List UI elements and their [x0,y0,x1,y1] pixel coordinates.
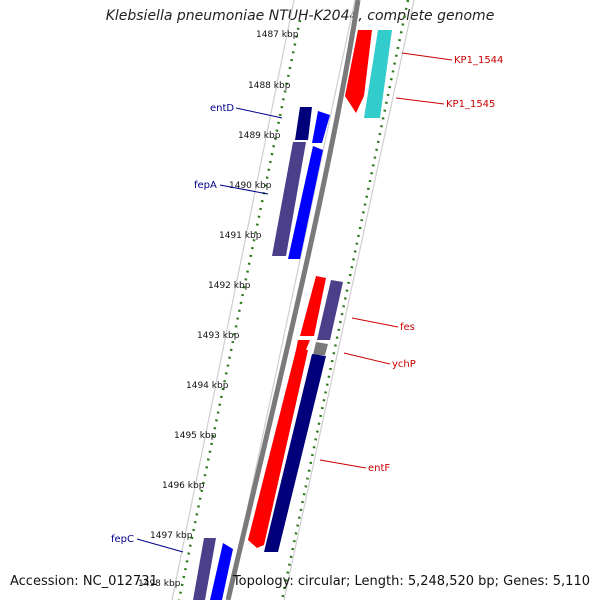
gene-label-entD[interactable]: entD [210,103,234,114]
tick-label: 1491 kbp [219,231,262,241]
leader-line [319,459,367,469]
leader-line [395,97,445,105]
leader-line [235,107,283,119]
tick-label: 1490 kbp [229,181,272,191]
gene-entF-cds[interactable] [248,350,308,548]
tick-label: 1488 kbp [248,81,291,91]
gene-label-KP1_1544[interactable]: KP1_1544 [454,55,503,66]
gene-fes-cds[interactable] [300,276,326,336]
genome-backbone [225,0,361,600]
leader-line [343,352,391,365]
gene-ychP[interactable] [313,342,328,355]
tick-label: 1494 kbp [186,381,229,391]
gene-fepA[interactable] [272,142,306,256]
band-outer-line [283,0,415,600]
gene-ychP-cds[interactable] [296,340,310,350]
gene-label-ychP[interactable]: ychP [392,359,416,370]
gene-KP1_1544[interactable] [345,30,372,113]
gene-fepA-cds[interactable] [288,146,323,259]
gc-skew-track [280,0,410,600]
leader-line [401,52,453,61]
gene-label-KP1_1545[interactable]: KP1_1545 [446,99,495,110]
tick-label: 1497 kbp [150,531,193,541]
gene-label-fepC[interactable]: fepC [111,534,134,545]
tick-label: 1489 kbp [238,131,281,141]
gene-label-fes[interactable]: fes [400,322,415,333]
gene-KP1_1545[interactable] [364,30,392,118]
gene-label-fepA[interactable]: fepA [194,180,217,191]
gene-fes[interactable] [317,280,343,340]
gene-fepC-cds[interactable] [210,543,233,600]
gene-entD-cds[interactable] [312,111,330,143]
tick-label: 1496 kbp [162,481,205,491]
tick-label: 1495 kbp [174,431,217,441]
leader-line [136,538,184,553]
leader-line [219,184,269,195]
accession-text: Accession: NC_012731 [10,574,158,589]
gene-fepC[interactable] [193,538,216,600]
tick-label: 1498 kbp [138,579,181,589]
gene-label-entF[interactable]: entF [368,463,390,474]
gc-content-track [177,19,302,600]
band-outer-line [171,0,295,600]
gene-entF[interactable] [264,354,326,552]
tick-label: 1492 kbp [208,281,251,291]
gene-entD[interactable] [295,107,312,140]
map-title: Klebsiella pneumoniae NTUH-K2044, comple… [105,8,495,24]
tick-label: 1487 kbp [256,30,299,40]
topology-text: Topology: circular; Length: 5,248,520 bp… [232,574,590,589]
scale-ticks: 1487 kbp 1488 kbp 1489 kbp 1490 kbp 1491… [138,30,299,589]
leader-line [351,317,399,328]
tick-label: 1493 kbp [197,331,240,341]
